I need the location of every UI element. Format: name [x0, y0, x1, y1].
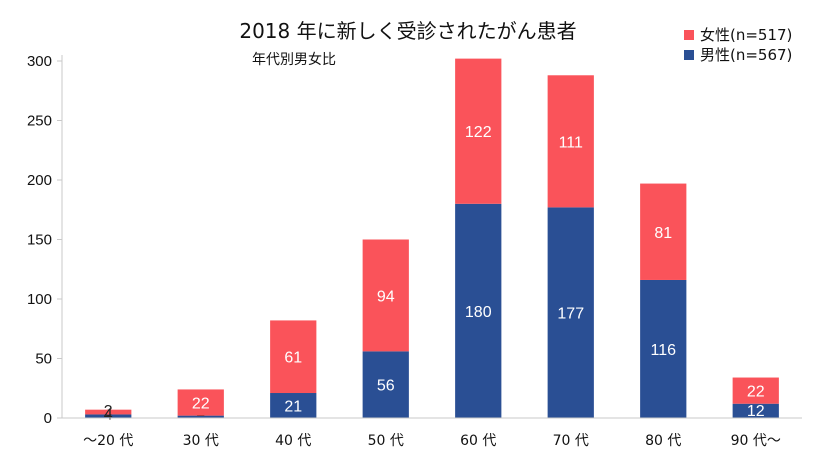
chart-title: 2018 年に新しく受診されたがん患者 [239, 19, 576, 43]
data-label-female: 81 [654, 225, 672, 242]
bar-male [547, 207, 594, 418]
legend-label-male: 男性(n=567) [700, 46, 792, 64]
data-label-male: 21 [284, 399, 302, 416]
y-tick-label: 150 [27, 232, 52, 249]
x-tick-label: 90 代〜 [731, 433, 781, 449]
legend-label-female: 女性(n=517) [700, 26, 792, 44]
bar-female [85, 409, 132, 415]
legend-swatch-male [684, 50, 694, 60]
bar-female [177, 389, 224, 416]
bar-female [270, 320, 317, 394]
bar-female [455, 58, 502, 204]
y-tick-label: 0 [44, 410, 52, 427]
legend: 女性(n=517) 男性(n=567) [684, 26, 792, 64]
x-axis: 〜20 代 30 代 40 代 50 代 60 代 70 代 80 代 90 代〜 [62, 417, 802, 449]
x-tick-label: 〜20 代 [83, 433, 133, 449]
data-label-female: 111 [559, 134, 583, 151]
x-tick-label: 80 代 [645, 433, 681, 449]
data-label-female: 122 [465, 124, 492, 141]
data-label-female: 94 [377, 288, 395, 305]
bar-male [177, 415, 224, 418]
data-label-female: 61 [284, 350, 302, 367]
bar-male [732, 403, 779, 418]
legend-swatch-female [684, 30, 694, 40]
bar-male [270, 393, 317, 418]
y-tick-label: 300 [27, 53, 52, 70]
y-tick-label: 100 [27, 291, 52, 308]
bar-male [362, 351, 409, 418]
bar-female [640, 183, 687, 280]
data-label-male: 180 [465, 304, 492, 321]
bar-male [455, 203, 502, 418]
y-tick-label: 250 [27, 113, 52, 130]
bar-female [547, 75, 594, 208]
data-label-male: 12 [747, 403, 765, 420]
x-tick-label: 40 代 [275, 433, 311, 449]
data-label-female: 22 [747, 384, 765, 401]
bar-female [732, 377, 779, 404]
y-tick-label: 200 [27, 172, 52, 189]
plot-area: 3422221615694180122177111116811222 [85, 58, 779, 424]
bar-male [640, 279, 687, 418]
bar-female [362, 239, 409, 352]
y-tick-label: 50 [35, 351, 52, 368]
data-label-female: 22 [192, 396, 210, 413]
data-label-female: 4 [104, 407, 113, 424]
x-tick-label: 30 代 [183, 433, 219, 449]
data-label-male: 56 [377, 378, 395, 395]
data-label-male: 177 [557, 306, 584, 323]
bar-male [85, 414, 132, 418]
x-tick-label: 50 代 [368, 433, 404, 449]
data-label-male: 116 [650, 342, 676, 359]
x-tick-label: 70 代 [553, 433, 589, 449]
chart-subtitle: 年代別男女比 [252, 51, 336, 68]
y-axis: 0 50 100 150 200 250 300 [27, 53, 63, 427]
x-tick-label: 60 代 [460, 433, 496, 449]
